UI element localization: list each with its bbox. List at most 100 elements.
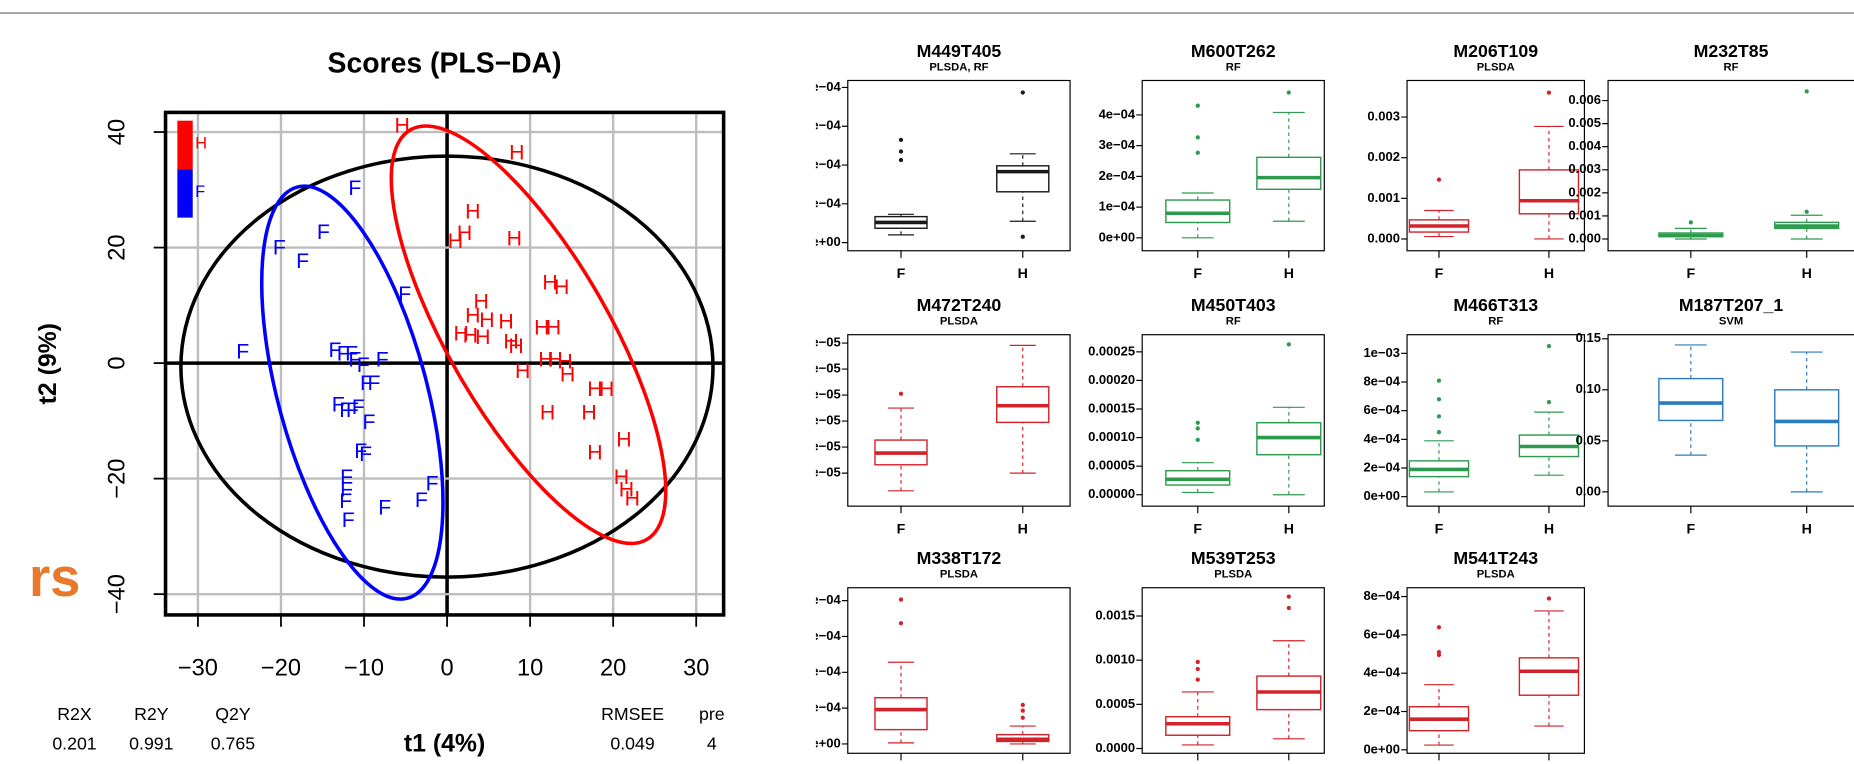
score-point: F xyxy=(367,371,380,395)
panel-frame xyxy=(847,334,1071,507)
score-point: F xyxy=(296,249,309,273)
score-point: H xyxy=(599,377,614,401)
metric-label: pre xyxy=(699,704,725,724)
score-point: H xyxy=(614,465,629,489)
box xyxy=(1774,389,1840,447)
score-grid xyxy=(165,112,724,615)
score-point: H xyxy=(554,275,569,299)
y-tick-label: 5e−05 xyxy=(804,360,841,375)
outlier xyxy=(1195,135,1200,140)
outlier xyxy=(1286,90,1291,95)
x-tick-label: H xyxy=(1284,266,1294,282)
legend-label: H xyxy=(195,134,207,153)
score-point: H xyxy=(454,321,469,345)
side-text: rs xyxy=(29,547,80,608)
outlier xyxy=(1020,715,1025,720)
score-point: H xyxy=(587,440,602,464)
x-tick-label: H xyxy=(1802,522,1812,538)
panel-subtitle: RF xyxy=(1226,316,1241,328)
y-tick-label: 3e−04 xyxy=(804,628,841,643)
outlier xyxy=(1436,177,1442,182)
y-tick-label: 1e−05 xyxy=(804,465,841,480)
panel-frame xyxy=(1141,334,1325,507)
box xyxy=(1518,657,1580,696)
y-tick-label: 1e−04 xyxy=(804,700,841,715)
score-point: H xyxy=(507,227,522,251)
y-tick-label: 0.003 xyxy=(1568,161,1601,176)
score-point: H xyxy=(534,316,549,340)
y-tick-label: 0e+00 xyxy=(804,735,841,750)
x-tick-label: F xyxy=(897,522,906,538)
y-tick-label: 3e−05 xyxy=(804,413,841,428)
metric-label: R2Y xyxy=(134,704,169,724)
y-tick-label: 0.003 xyxy=(1367,108,1400,123)
score-point: H xyxy=(479,308,494,332)
score-point: F xyxy=(359,442,372,466)
panel-frame xyxy=(847,79,1071,252)
panel-frame xyxy=(1607,79,1854,252)
panel-subtitle: PLSDA, RF xyxy=(929,61,988,73)
y-tick-label: 0.00000 xyxy=(1088,486,1135,501)
score-point: F xyxy=(398,282,411,306)
panel-title: M450T403 xyxy=(1191,295,1276,315)
outlier xyxy=(898,149,904,154)
outlier xyxy=(1195,437,1200,442)
legend-label: F xyxy=(195,182,205,201)
y-tick-label: 2e−04 xyxy=(804,156,841,171)
score-point: F xyxy=(360,371,373,395)
panel-frame xyxy=(1406,79,1586,252)
score-point: F xyxy=(273,235,286,259)
y-tick-label: 0.05 xyxy=(1576,432,1601,447)
metric-label: Q2Y xyxy=(215,704,251,724)
panel-frame xyxy=(1406,334,1586,507)
score-point: F xyxy=(352,395,365,419)
y-tick-label: 6e−04 xyxy=(1363,402,1400,417)
y-tick-label: 0.15 xyxy=(1576,330,1601,345)
outlier xyxy=(1436,414,1442,419)
score-point: H xyxy=(465,304,480,328)
outlier xyxy=(898,621,904,626)
y-tick-label: 0.001 xyxy=(1367,190,1400,205)
score-point: F xyxy=(426,472,439,496)
box xyxy=(1165,199,1231,224)
score-text: −30 −20 −10 0 10 20 30 −40 −20 0 20 40 H F Scores (PLS… xyxy=(35,48,725,758)
legend-swatch xyxy=(177,169,193,218)
score-point: H xyxy=(616,428,631,452)
panel-subtitle: PLSDA xyxy=(1477,61,1515,73)
outlier xyxy=(1546,596,1552,601)
y-tick-label: 0e+00 xyxy=(804,234,841,249)
panel-subtitle: PLSDA xyxy=(940,569,978,581)
outlier xyxy=(1804,209,1809,214)
panel-subtitle: SVM xyxy=(1719,316,1743,328)
outlier xyxy=(1020,702,1025,708)
score-point: H xyxy=(546,316,561,340)
y-tick-label: 0.0000 xyxy=(1095,740,1135,755)
y-tick-label: 40 xyxy=(104,119,130,145)
panel-title: M472T240 xyxy=(917,295,1002,315)
y-tick-label: 0.005 xyxy=(1568,115,1601,130)
score-point: F xyxy=(332,392,345,416)
x-tick-label: 20 xyxy=(600,656,626,682)
x-tick-label: −30 xyxy=(178,656,218,682)
box xyxy=(1165,715,1231,736)
panel-title: M466T313 xyxy=(1453,295,1538,315)
y-tick-label: 0 xyxy=(104,357,130,370)
y-tick-label: 1e−04 xyxy=(1099,199,1136,214)
panel-frame xyxy=(847,587,1071,754)
panel-title: M449T405 xyxy=(917,41,1002,61)
score-point: H xyxy=(538,347,553,371)
y-tick-label: 0.00 xyxy=(1576,483,1601,498)
score-point: H xyxy=(542,271,557,295)
outlier xyxy=(1020,234,1025,239)
score-point: F xyxy=(328,338,341,362)
score-point: F xyxy=(363,410,376,434)
panel-title: M232T85 xyxy=(1694,41,1769,61)
